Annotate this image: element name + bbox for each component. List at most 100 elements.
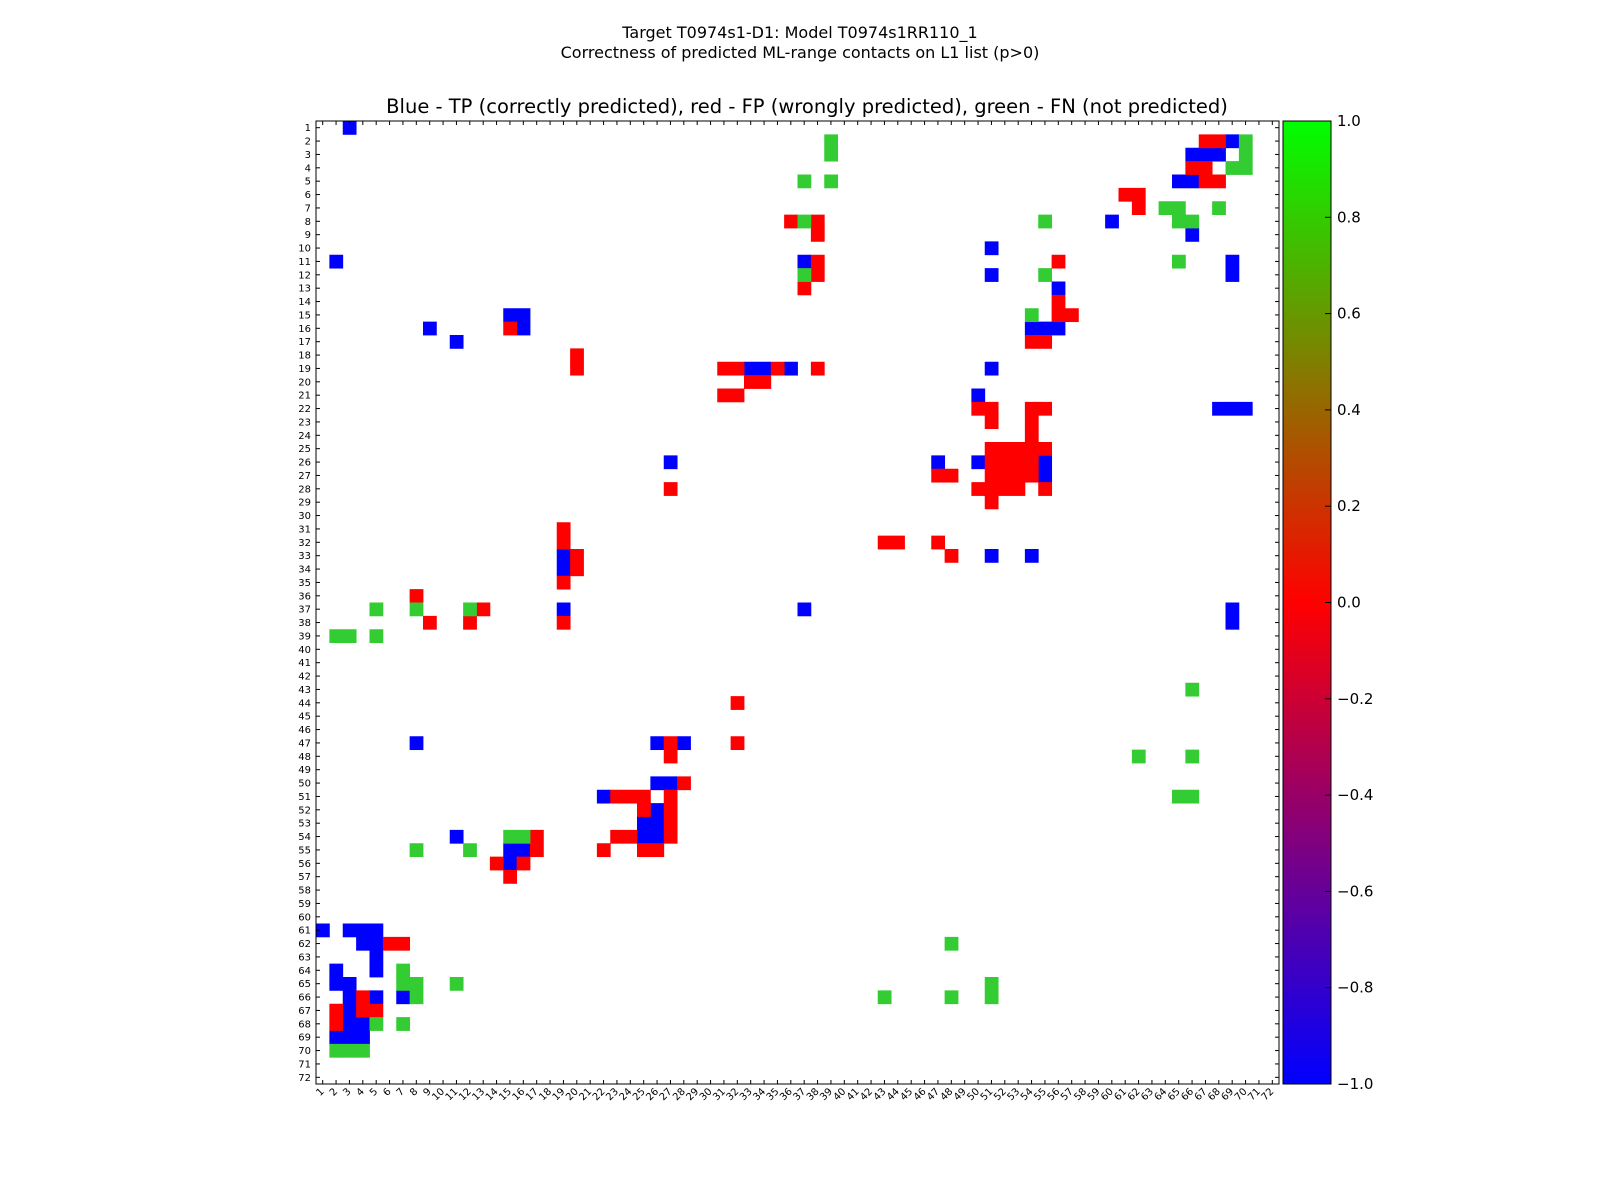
cell-fn — [1238, 134, 1253, 149]
cell-fn — [396, 963, 411, 978]
cell-fp — [637, 803, 651, 817]
cell-fp — [1198, 161, 1213, 175]
cell-fn — [1185, 214, 1200, 229]
cell-fp — [637, 843, 651, 858]
cell-fp — [663, 789, 678, 804]
cell-tp — [503, 843, 518, 858]
figure-suptitle-line1: Target T0974s1-D1: Model T0974s1RR110_1 — [622, 23, 978, 42]
cell-tp — [663, 455, 678, 470]
cell-fp — [423, 615, 437, 630]
plot-frame — [315, 120, 1280, 1085]
cell-fp — [1212, 134, 1226, 149]
cell-tp — [650, 829, 665, 844]
cell-fp — [1131, 201, 1146, 216]
cell-tp — [971, 388, 986, 403]
cell-fp — [998, 455, 1012, 470]
cell-fn — [1172, 201, 1186, 216]
cell-tp — [369, 963, 384, 978]
cell-fp — [329, 1003, 344, 1018]
cell-fn — [1172, 214, 1186, 229]
cell-tp — [356, 923, 370, 938]
cell-fp — [356, 1003, 370, 1018]
cell-fp — [757, 375, 772, 389]
y-tick-label: 10 — [298, 244, 311, 255]
y-tick-label: 20 — [298, 377, 311, 388]
cell-fp — [931, 468, 946, 483]
y-tick-label: 39 — [298, 631, 311, 642]
cell-fn — [516, 829, 531, 844]
cell-fn — [797, 214, 812, 229]
cell-fp — [770, 361, 785, 376]
cell-fp — [1024, 455, 1039, 470]
y-tick-label: 34 — [298, 565, 311, 576]
cell-fp — [556, 535, 571, 550]
cell-fn — [1172, 789, 1186, 804]
cell-fp — [489, 856, 504, 871]
cell-fp — [998, 468, 1012, 483]
cell-fp — [663, 736, 678, 751]
cell-fp — [810, 361, 825, 376]
cell-fp — [730, 736, 745, 751]
cell-tp — [503, 308, 518, 323]
cell-tp — [1038, 468, 1053, 483]
cell-fp — [1011, 455, 1026, 470]
cell-tp — [1198, 147, 1213, 162]
cell-tp — [1225, 134, 1240, 149]
cell-fn — [1038, 214, 1053, 229]
y-tick-label: 28 — [298, 484, 311, 495]
cell-fn — [396, 977, 411, 991]
y-tick-label: 1 — [305, 123, 311, 134]
cell-fp — [570, 348, 584, 363]
cell-tp — [1225, 254, 1240, 269]
cell-fp — [1198, 174, 1213, 189]
cell-fp — [998, 482, 1012, 496]
cell-tp — [369, 990, 384, 1005]
cell-fp — [1118, 187, 1133, 202]
cell-fp — [663, 803, 678, 817]
contact-cells — [316, 121, 1253, 1058]
cell-fn — [1158, 201, 1173, 216]
y-tick-label: 7 — [305, 203, 311, 214]
cell-fn — [356, 1043, 370, 1058]
cell-fn — [824, 147, 839, 162]
y-tick-label: 13 — [298, 284, 311, 295]
y-tick-label: 58 — [298, 886, 311, 897]
y-tick-label: 68 — [298, 1019, 311, 1030]
y-tick-label: 52 — [298, 805, 311, 816]
cell-fp — [931, 535, 946, 550]
y-tick-label: 14 — [298, 297, 311, 308]
cell-fn — [342, 629, 357, 644]
cell-fp — [369, 1003, 384, 1018]
y-tick-label: 67 — [298, 1006, 311, 1017]
colorbar-tick-label: −0.6 — [1337, 882, 1373, 900]
y-tick-label: 40 — [298, 645, 311, 656]
y-tick-label: 17 — [298, 337, 311, 348]
cell-fp — [944, 468, 959, 483]
cell-fp — [356, 990, 370, 1005]
cell-fp — [784, 214, 798, 229]
cell-tp — [449, 335, 464, 349]
cell-tp — [1185, 228, 1200, 242]
cell-tp — [316, 923, 330, 938]
y-tick-label: 5 — [305, 177, 311, 188]
colorbar-tick-label: 0.8 — [1337, 208, 1361, 226]
cell-fp — [677, 776, 691, 791]
cell-fn — [342, 1043, 357, 1058]
y-tick-label: 9 — [305, 230, 311, 241]
cell-fp — [516, 856, 531, 871]
y-tick-label: 60 — [298, 912, 311, 923]
cell-fp — [623, 789, 638, 804]
cell-fp — [1051, 254, 1066, 269]
cell-fp — [1024, 428, 1039, 443]
cell-fp — [1065, 308, 1079, 323]
cell-fp — [730, 696, 745, 710]
y-tick-label: 35 — [298, 578, 311, 589]
cell-fn — [396, 1017, 411, 1031]
y-tick-label: 43 — [298, 685, 311, 696]
cell-fn — [463, 843, 477, 858]
cell-tp — [329, 254, 344, 269]
cell-fp — [1198, 134, 1213, 149]
cell-fp — [877, 535, 892, 550]
y-tick-label: 66 — [298, 993, 311, 1004]
cell-fp — [998, 442, 1012, 456]
